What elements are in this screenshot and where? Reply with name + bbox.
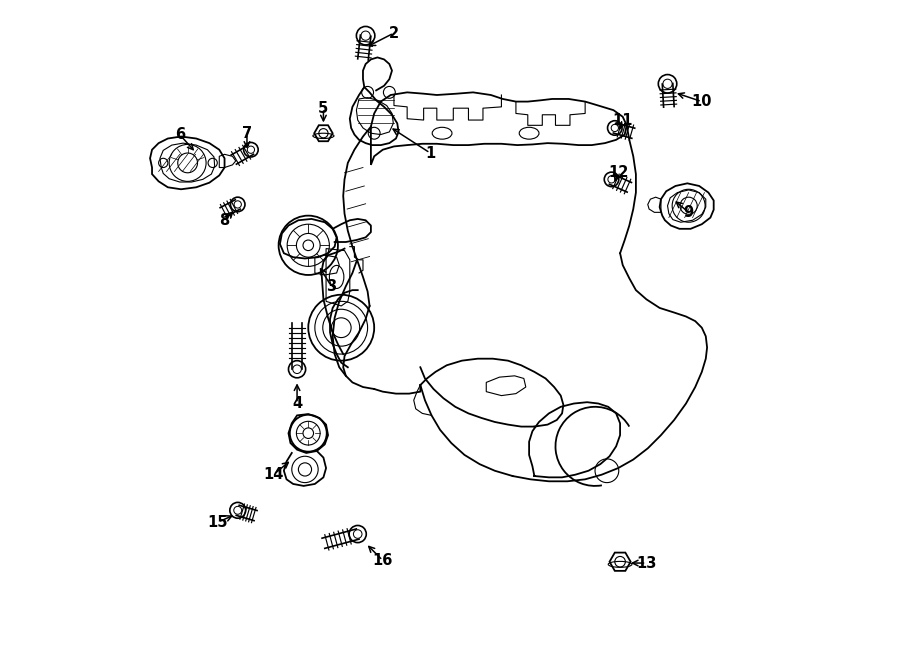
Text: 6: 6	[175, 127, 184, 142]
Text: 1: 1	[425, 146, 436, 160]
Text: 12: 12	[608, 166, 628, 180]
Text: 13: 13	[636, 555, 657, 571]
Text: 4: 4	[292, 396, 302, 411]
Text: 16: 16	[373, 553, 393, 568]
Text: 8: 8	[220, 213, 230, 228]
Text: 9: 9	[684, 205, 694, 220]
Text: 10: 10	[691, 94, 712, 109]
Text: 5: 5	[319, 101, 328, 116]
Text: 2: 2	[389, 26, 399, 40]
Text: 7: 7	[242, 126, 252, 141]
Text: 11: 11	[613, 113, 633, 128]
Text: 3: 3	[327, 279, 337, 294]
Text: 15: 15	[208, 514, 229, 530]
Text: 14: 14	[263, 467, 284, 482]
